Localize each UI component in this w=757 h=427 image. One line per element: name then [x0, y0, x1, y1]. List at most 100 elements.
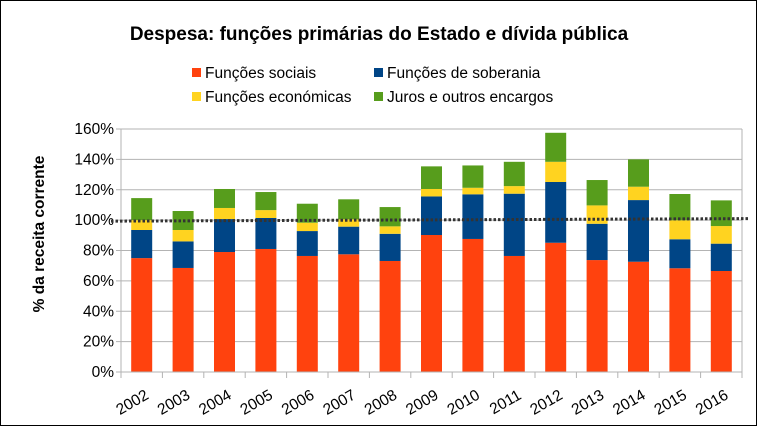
y-axis-label: % da receita corrente: [31, 155, 48, 312]
bar-2015-series-2: [669, 220, 691, 240]
bar-2009-series-3: [421, 166, 442, 189]
bar-stack-2009: [421, 166, 442, 372]
bar-2007-series-1: [338, 226, 360, 255]
bar-2007-series-3: [338, 199, 360, 220]
bar-2002-series-0: [131, 258, 153, 372]
x-tick-label-2008: 2008: [362, 387, 400, 419]
bar-stack-2015: [669, 194, 691, 372]
legend: Funções sociais Funções de soberania Fun…: [192, 65, 554, 106]
bar-stack-2007: [338, 199, 360, 372]
bar-2012-series-3: [545, 132, 567, 162]
y-tick-label-20: 20%: [83, 334, 114, 351]
bar-2009-series-1: [421, 196, 442, 236]
y-tick-label-40: 40%: [83, 303, 114, 320]
legend-item-social: Funções sociais: [192, 65, 316, 82]
bar-2009-series-2: [421, 188, 442, 197]
bar-2010-series-1: [462, 194, 484, 239]
bar-2004-series-3: [214, 188, 235, 208]
y-tick-label-120: 120%: [74, 182, 114, 199]
bar-stack-2010: [462, 165, 484, 372]
x-tick-label-2016: 2016: [693, 387, 731, 419]
bar-stack-2013: [586, 180, 608, 372]
bar-2016-series-1: [710, 243, 732, 272]
bar-2011-series-1: [503, 193, 525, 256]
reference-line-100: [110, 217, 751, 223]
x-tick-label-2007: 2007: [320, 387, 358, 419]
x-tick-label-2015: 2015: [652, 387, 690, 419]
x-tick-label-2011: 2011: [487, 387, 524, 418]
bar-2011-series-2: [503, 186, 525, 194]
legend-item-sovereignty: Funções de soberania: [374, 65, 541, 82]
y-tick-label-60: 60%: [83, 273, 114, 290]
legend-swatch-sovereignty: [374, 68, 383, 77]
bar-stack-2004: [214, 188, 235, 372]
bar-2010-series-3: [462, 165, 484, 188]
bar-2005-series-3: [255, 192, 277, 211]
bar-2015-series-1: [669, 239, 691, 269]
bar-2014-series-3: [628, 159, 649, 187]
bar-2008-series-3: [379, 207, 401, 227]
x-tick-label-2006: 2006: [279, 387, 317, 419]
bar-stack-2005: [255, 192, 277, 372]
legend-swatch-economic: [192, 92, 201, 101]
bar-2014-series-1: [628, 200, 649, 262]
x-tick-label-2010: 2010: [445, 387, 484, 419]
chart-title: Despesa: funções primárias do Estado e d…: [130, 24, 629, 45]
bar-2014-series-2: [628, 186, 649, 201]
x-tick-label-2005: 2005: [238, 387, 276, 419]
bar-stack-2002: [131, 198, 153, 372]
bar-2002-series-3: [131, 198, 153, 221]
y-tick-label-140: 140%: [74, 151, 114, 168]
bar-2004-series-0: [214, 252, 235, 372]
bar-2007-series-2: [338, 219, 360, 227]
bar-2015-series-3: [669, 194, 691, 221]
bar-2002-series-1: [131, 229, 153, 259]
bar-2006-series-1: [296, 231, 318, 256]
bar-2003-series-1: [172, 241, 194, 268]
x-tick-label-2012: 2012: [527, 387, 565, 419]
bar-2005-series-0: [255, 248, 277, 372]
legend-label-interest: Juros e outros encargos: [387, 89, 554, 106]
bar-2013-series-1: [586, 223, 608, 261]
bar-2012-series-1: [545, 182, 567, 243]
bar-2016-series-3: [710, 200, 732, 227]
bar-2008-series-0: [379, 260, 401, 372]
x-tick-label-2002: 2002: [113, 387, 151, 419]
y-tick-label-160: 160%: [74, 121, 114, 138]
bar-2005-series-2: [255, 210, 277, 218]
bar-2016-series-2: [710, 226, 732, 244]
bar-2003-series-0: [172, 267, 194, 372]
bar-stack-2008: [379, 207, 401, 372]
bar-stack-2012: [545, 132, 567, 372]
bar-2002-series-2: [131, 220, 153, 230]
bar-2004-series-2: [214, 207, 235, 220]
x-tick-label-2004: 2004: [196, 387, 235, 419]
y-tick-label-0: 0%: [92, 364, 115, 381]
bar-2008-series-2: [379, 226, 401, 234]
legend-item-interest: Juros e outros encargos: [374, 89, 554, 106]
bar-2016-series-0: [710, 271, 732, 372]
x-tick-label-2014: 2014: [610, 387, 649, 419]
bar-stack-2016: [710, 200, 732, 372]
bar-2005-series-1: [255, 217, 277, 249]
y-tick-label-100: 100%: [74, 212, 114, 229]
bar-2009-series-0: [421, 235, 442, 372]
bar-2010-series-2: [462, 187, 484, 195]
bar-stack-2003: [172, 211, 194, 372]
bar-2011-series-3: [503, 161, 525, 187]
bar-2013-series-3: [586, 180, 608, 206]
y-tick-labels: 0% 20% 40% 60% 80% 100% 120% 140% 160%: [74, 121, 114, 381]
legend-swatch-interest: [374, 92, 383, 101]
legend-label-social: Funções sociais: [205, 65, 316, 82]
bar-2013-series-2: [586, 205, 608, 224]
reference-line-group: [110, 217, 751, 223]
bar-2008-series-1: [379, 233, 401, 261]
x-tick-labels: 2002 2003 2004 2005 2006 2007 2008 2009 2010 2011…: [113, 387, 731, 419]
bar-2012-series-0: [545, 242, 567, 372]
bar-2007-series-0: [338, 254, 360, 372]
x-tick-label-2003: 2003: [155, 387, 193, 419]
bar-2015-series-0: [669, 268, 691, 372]
x-tick-label-2009: 2009: [403, 387, 441, 419]
